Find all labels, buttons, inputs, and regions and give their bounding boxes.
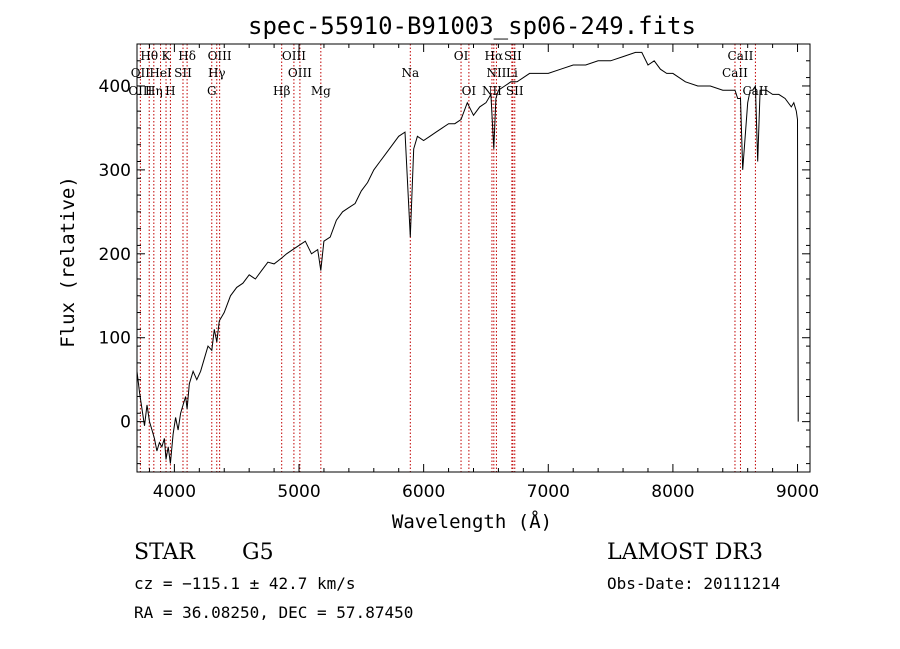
line-label: SII (174, 66, 192, 80)
line-label: HeI (149, 66, 172, 80)
spectrum-line (136, 51, 799, 464)
line-label: Hα (485, 49, 504, 63)
line-label: Na (401, 66, 419, 80)
y-axis-ticks: 0 100 200 300 400 (99, 60, 810, 465)
x-axis-ticks: 4000 5000 6000 7000 8000 9000 (148, 44, 819, 502)
redshift-cz: cz = −115.1 ± 42.7 km/s (134, 574, 356, 593)
line-label: OIII (288, 66, 312, 80)
y-axis-label: Flux (relative) (57, 176, 79, 348)
survey-name: LAMOST DR3 (607, 540, 763, 565)
line-label: SII (504, 49, 522, 63)
x-tick-label: 5000 (277, 482, 320, 502)
x-tick-label: 7000 (527, 482, 570, 502)
line-label: Hγ (208, 66, 226, 80)
x-axis-label: Wavelength (Å) (392, 510, 552, 533)
y-tick-label: 0 (120, 413, 131, 433)
line-label: CaII (728, 49, 754, 63)
ra-dec-coordinates: RA = 36.08250, DEC = 57.87450 (134, 603, 414, 622)
object-class: STAR (134, 540, 195, 565)
y-tick-label: 300 (99, 161, 131, 181)
line-label: OIII (208, 49, 232, 63)
x-tick-label: 9000 (776, 482, 819, 502)
line-label: NII (486, 66, 506, 80)
plot-frame (136, 43, 811, 473)
line-label: Hβ (273, 84, 290, 98)
y-tick-label: 400 (99, 77, 131, 97)
line-label: K (162, 49, 172, 63)
line-label: Hη (145, 84, 163, 98)
line-label: OIII (128, 84, 152, 98)
emission-line-markers (139, 44, 756, 472)
line-label: Li (506, 66, 518, 80)
line-label: G (207, 84, 217, 98)
x-tick-label: 4000 (153, 482, 196, 502)
line-label: H (165, 84, 175, 98)
x-tick-label: 6000 (402, 482, 445, 502)
line-label: CaII (722, 66, 748, 80)
observation-date: Obs-Date: 20111214 (607, 574, 781, 593)
line-label: OII (131, 66, 151, 80)
line-label: NII (482, 84, 502, 98)
x-tick-label: 8000 (651, 482, 694, 502)
line-label: Hδ (178, 49, 196, 63)
line-label: SII (506, 84, 524, 98)
line-label: Mg (311, 84, 331, 98)
y-tick-label: 100 (99, 329, 131, 349)
line-label: Hθ (140, 49, 158, 63)
line-label: OI (454, 49, 469, 63)
chart-title: spec-55910-B91003_sp06-249.fits (248, 12, 696, 40)
line-label: OIII (282, 49, 306, 63)
y-tick-label: 200 (99, 245, 131, 265)
line-label: OI (462, 84, 477, 98)
object-subclass: G5 (242, 540, 274, 565)
